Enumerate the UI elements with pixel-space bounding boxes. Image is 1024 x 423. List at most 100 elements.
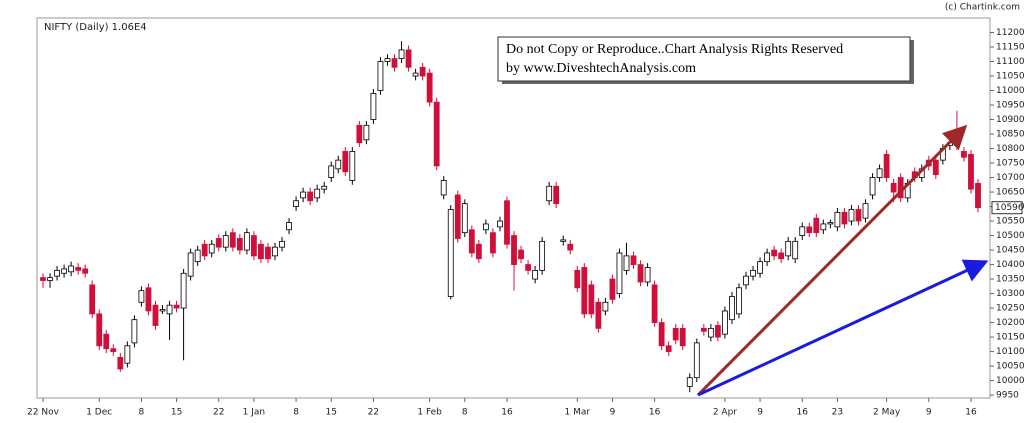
candle-body (665, 345, 672, 352)
candle-body (672, 327, 679, 341)
y-tick-label: 10750 (996, 159, 1024, 169)
candle-body (890, 182, 897, 193)
candle-body (370, 93, 377, 120)
candle-body (729, 296, 735, 321)
candle-body (609, 278, 616, 300)
candle-body (440, 180, 447, 196)
candle-body (841, 211, 848, 225)
candle-body (384, 58, 391, 62)
candle-body (89, 284, 96, 315)
candle-body (862, 203, 869, 219)
candle-body (518, 249, 524, 260)
candle-body (553, 185, 560, 205)
candle-body (103, 333, 110, 350)
candle-body (799, 226, 806, 236)
candle-body (54, 269, 60, 277)
candle-body (757, 261, 763, 274)
x-tick-label: 1 Jan (243, 408, 265, 418)
candle-body (616, 252, 623, 294)
candle-body (644, 267, 651, 283)
y-tick-label: 10300 (996, 289, 1024, 299)
candle-body (321, 185, 328, 190)
x-tick-label: 1 Feb (417, 408, 442, 418)
candle-body (377, 61, 384, 91)
note-box (497, 36, 911, 82)
candle-body (405, 49, 412, 68)
x-tick-label: 15 (326, 408, 337, 418)
candle-body (700, 327, 707, 332)
x-tick-label: 15 (171, 408, 182, 418)
candle-body (588, 284, 595, 315)
candle-body (968, 153, 974, 190)
candle-body (602, 301, 609, 312)
y-tick-label: 10250 (996, 304, 1024, 314)
y-tick-label: 10150 (996, 333, 1024, 343)
candle-body (145, 287, 152, 312)
candle-body (166, 304, 173, 315)
candle-body (124, 345, 131, 364)
candle-body (433, 101, 440, 167)
last-price: 10596 (995, 203, 1024, 213)
y-tick-label: 10700 (996, 173, 1024, 183)
candle-body (300, 191, 307, 199)
candle-body (813, 217, 820, 234)
y-tick-label: 9950 (996, 391, 1019, 401)
candle-body (954, 139, 960, 147)
x-tick-label: 22 (368, 408, 379, 418)
candle-body (461, 203, 468, 234)
candle-body (876, 168, 883, 178)
candle-body (138, 290, 145, 303)
x-tick-label: 1 Mar (564, 408, 590, 418)
candle-body (314, 188, 321, 199)
candle-body (173, 304, 180, 309)
candle-body (363, 124, 370, 141)
candle-body (258, 243, 264, 260)
candle-body (342, 151, 349, 173)
candle-body (482, 223, 489, 231)
candle-body (152, 304, 159, 326)
x-tick-label: 8 (462, 408, 468, 418)
candle-body (293, 200, 299, 207)
x-tick-label: 16 (649, 408, 661, 418)
candle-body (806, 226, 813, 234)
candle-body (651, 284, 658, 323)
candle-body (454, 194, 461, 239)
candle-body (243, 232, 250, 251)
candle-body (117, 356, 124, 370)
candle-body (693, 342, 700, 379)
candle-body (412, 72, 419, 77)
candle-body (581, 267, 588, 315)
candle-body (75, 267, 82, 271)
candle-body (932, 159, 939, 176)
candles (40, 41, 981, 393)
candle-body (272, 246, 278, 257)
candle-body (215, 238, 222, 248)
candle-body (229, 232, 236, 248)
candle-body (279, 240, 285, 248)
candle-body (61, 268, 67, 274)
candle-body (497, 220, 503, 228)
y-tick-label: 10400 (996, 260, 1024, 270)
chart-title: NIFTY (Daily) 1.06E4 (44, 22, 147, 33)
candle-body (658, 322, 665, 347)
y-tick-label: 10200 (996, 318, 1024, 328)
y-tick-label: 10650 (996, 188, 1024, 198)
candle-body (637, 264, 644, 283)
trend-arrow (697, 259, 989, 397)
candle-body (426, 72, 433, 103)
candle-body (743, 275, 749, 286)
y-tick-label: 10100 (996, 347, 1024, 357)
x-tick-label: 8 (139, 408, 145, 418)
candle-body (391, 58, 398, 68)
y-tick-label: 11000 (996, 86, 1024, 96)
source: (c) Chartink.com (945, 3, 1020, 13)
candle-body (539, 240, 546, 271)
candle-body (820, 223, 827, 231)
y-tick-label: 10800 (996, 144, 1024, 154)
candle-body (96, 313, 103, 347)
x-tick-label: 2 May (873, 408, 901, 418)
x-tick-label: 2 Apr (713, 408, 737, 418)
candle-body (595, 301, 602, 329)
candle-body (855, 209, 862, 222)
